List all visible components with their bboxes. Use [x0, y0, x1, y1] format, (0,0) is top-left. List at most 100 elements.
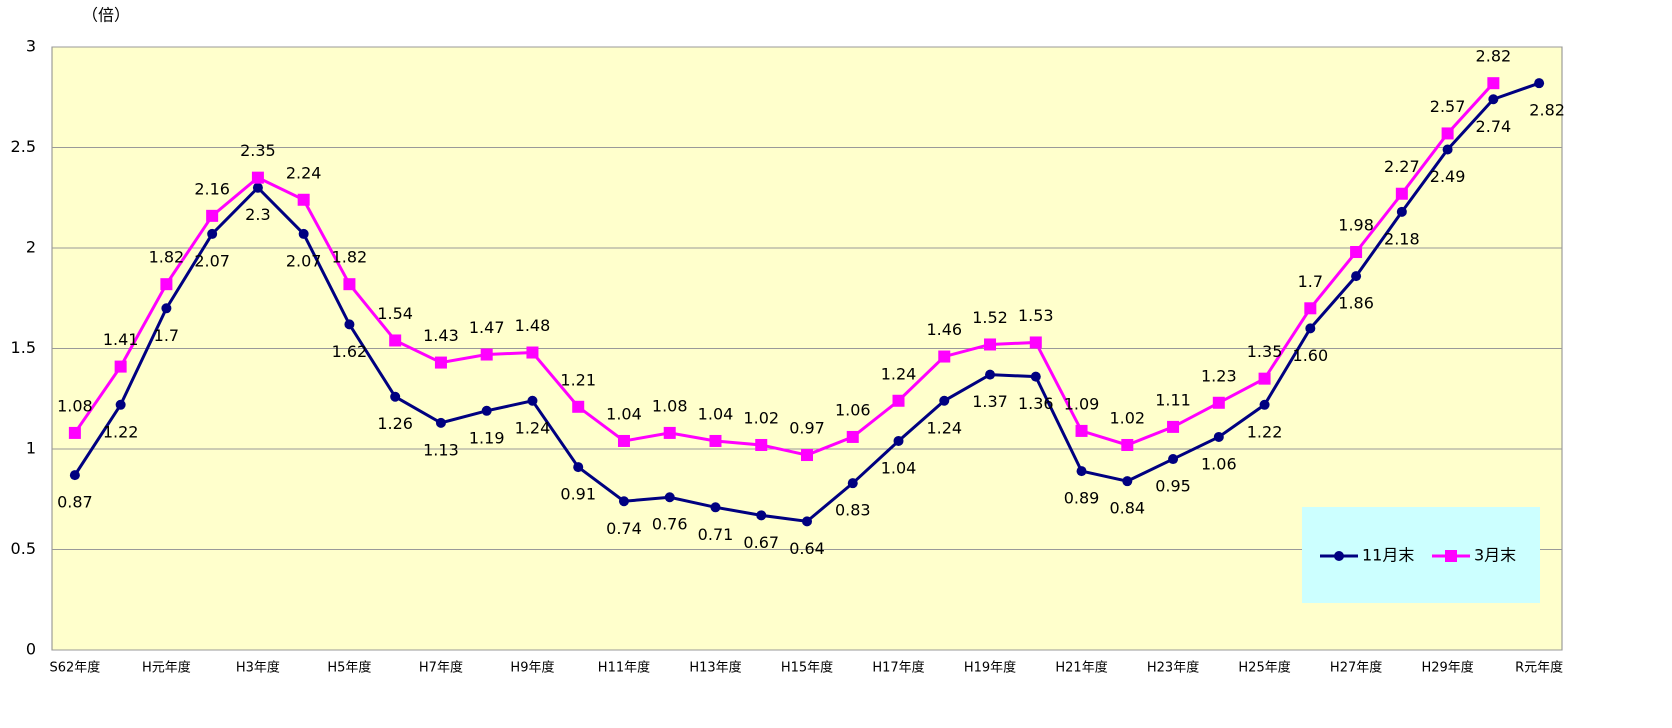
data-label: 2.82 — [1476, 47, 1512, 66]
marker — [1030, 371, 1041, 382]
data-label: 0.87 — [57, 493, 93, 512]
data-label: 1.37 — [972, 392, 1008, 411]
marker — [663, 426, 676, 439]
data-label: 1.04 — [881, 458, 917, 477]
data-label: 0.67 — [743, 533, 779, 552]
data-label: 1.08 — [652, 396, 688, 415]
marker — [801, 449, 813, 462]
legend-marker — [1445, 550, 1457, 562]
marker — [481, 405, 492, 416]
data-label: 0.95 — [1155, 477, 1191, 496]
y-tick-label: 2.5 — [11, 137, 36, 156]
marker — [434, 356, 447, 369]
marker — [1121, 438, 1134, 451]
data-label: 0.97 — [789, 419, 825, 438]
x-tick-label: H3年度 — [236, 660, 280, 676]
marker — [1122, 476, 1133, 487]
marker — [389, 334, 402, 347]
data-label: 1.98 — [1338, 216, 1374, 235]
data-label: 1.22 — [1247, 422, 1283, 441]
marker — [1487, 77, 1500, 90]
marker — [207, 228, 218, 239]
legend-label: 3月末 — [1474, 546, 1516, 565]
marker — [526, 346, 539, 359]
marker — [1167, 420, 1180, 433]
y-tick-label: 3 — [26, 37, 36, 56]
data-label: 0.91 — [560, 485, 596, 504]
marker — [1304, 302, 1317, 315]
marker — [298, 228, 309, 239]
data-label: 1.02 — [1109, 408, 1145, 427]
marker — [344, 319, 355, 330]
data-label: 1.52 — [972, 308, 1008, 327]
data-label: 0.64 — [789, 539, 825, 558]
marker — [1351, 271, 1362, 282]
y-tick-label: 1 — [26, 439, 36, 458]
data-label: 1.48 — [515, 316, 551, 335]
marker — [1258, 372, 1271, 385]
x-tick-label: H29年度 — [1421, 660, 1473, 676]
marker — [755, 438, 768, 451]
x-tick-label: H19年度 — [964, 660, 1016, 676]
data-label: 1.02 — [743, 408, 779, 427]
x-tick-label: H元年度 — [142, 660, 191, 676]
marker — [984, 338, 997, 351]
data-label: 1.06 — [835, 400, 871, 419]
marker — [390, 391, 401, 402]
data-label: 1.43 — [423, 326, 459, 345]
marker — [1213, 431, 1224, 442]
data-label: 1.13 — [423, 440, 459, 459]
data-label: 2.16 — [194, 179, 230, 198]
marker — [846, 430, 859, 443]
marker — [1396, 206, 1407, 217]
marker — [1305, 323, 1316, 334]
marker — [985, 369, 996, 380]
marker — [1029, 336, 1042, 349]
marker — [756, 510, 767, 521]
x-tick-label: H9年度 — [510, 660, 554, 676]
x-tick-label: H17年度 — [872, 660, 924, 676]
y-tick-label: 0.5 — [11, 539, 36, 558]
data-label: 1.08 — [57, 396, 93, 415]
marker — [69, 470, 80, 481]
data-label: 1.62 — [332, 342, 368, 361]
series-line — [73, 82, 1495, 457]
marker — [617, 434, 630, 447]
y-tick-label: 1.5 — [11, 338, 36, 357]
marker — [709, 434, 722, 447]
marker — [1259, 399, 1270, 410]
y-unit: （倍） — [82, 6, 130, 25]
data-label: 1.04 — [606, 404, 642, 423]
marker — [297, 193, 310, 206]
data-label: 2.74 — [1476, 117, 1512, 136]
data-label: 1.06 — [1201, 454, 1237, 473]
x-tick-label: H21年度 — [1055, 660, 1107, 676]
data-label: 0.74 — [606, 519, 642, 538]
data-label: 2.3 — [245, 205, 270, 224]
marker — [1212, 396, 1225, 409]
marker — [115, 399, 126, 410]
data-label: 0.83 — [835, 501, 871, 520]
marker — [664, 492, 675, 503]
data-label: 1.21 — [560, 370, 596, 389]
data-label: 0.84 — [1109, 499, 1145, 518]
marker — [939, 395, 950, 406]
data-label: 1.53 — [1018, 306, 1054, 325]
x-tick-label: H27年度 — [1330, 660, 1382, 676]
x-tick-label: H23年度 — [1147, 660, 1199, 676]
x-tick-label: H11年度 — [598, 660, 650, 676]
marker — [618, 496, 629, 507]
marker — [251, 171, 264, 184]
marker — [206, 209, 219, 222]
marker — [1076, 466, 1087, 477]
y-tick-label: 0 — [26, 640, 36, 659]
marker — [1350, 246, 1363, 259]
marker — [480, 348, 493, 361]
data-label: 1.11 — [1155, 390, 1191, 409]
x-tick-label: H13年度 — [689, 660, 741, 676]
marker — [892, 394, 905, 407]
marker — [435, 417, 446, 428]
data-label: 1.09 — [1064, 394, 1100, 413]
marker — [1442, 144, 1453, 155]
